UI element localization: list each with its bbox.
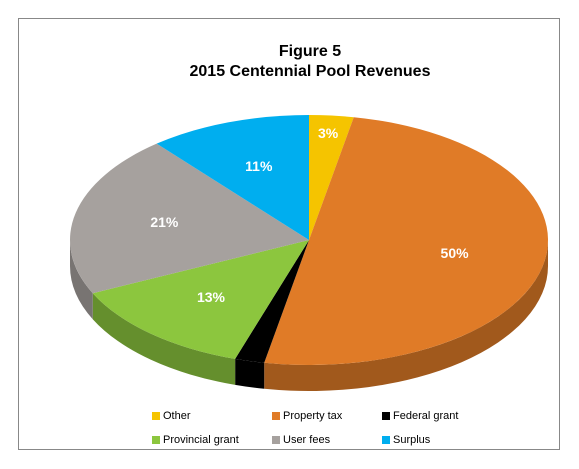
legend-swatch	[152, 412, 160, 420]
legend-label: Other	[163, 410, 191, 422]
data-label: 13%	[197, 289, 226, 305]
legend-swatch	[272, 412, 280, 420]
slice	[264, 117, 548, 366]
data-label: 11%	[245, 158, 273, 174]
pie-tops	[70, 115, 548, 366]
slice	[235, 240, 309, 363]
slice	[309, 115, 354, 240]
legend: Other Property tax Federal grant Provincial…	[152, 410, 458, 446]
slice-side	[264, 240, 548, 391]
legend-swatch	[382, 436, 390, 444]
legend-swatch	[152, 436, 160, 444]
slice	[92, 240, 309, 359]
chart-title: Figure 5	[279, 43, 341, 60]
slice-side	[70, 240, 93, 320]
legend-swatch	[272, 436, 280, 444]
slice-side	[92, 293, 236, 385]
data-label: 21%	[150, 214, 179, 230]
slice	[156, 115, 309, 240]
legend-label: Federal grant	[393, 410, 458, 422]
data-label: 50%	[441, 245, 470, 261]
chart-subtitle: 2015 Centennial Pool Revenues	[190, 63, 431, 80]
legend-label: Property tax	[283, 410, 343, 422]
slice-side	[235, 358, 265, 389]
data-label: 3%	[318, 125, 339, 141]
legend-swatch	[382, 412, 390, 420]
pie-sides	[70, 240, 548, 391]
legend-label: Provincial grant	[163, 434, 239, 446]
slice	[70, 143, 310, 294]
legend-label: User fees	[283, 434, 331, 446]
pie-labels: 3% 50% 13% 21% 11%	[150, 125, 469, 305]
legend-label: Surplus	[393, 434, 431, 446]
